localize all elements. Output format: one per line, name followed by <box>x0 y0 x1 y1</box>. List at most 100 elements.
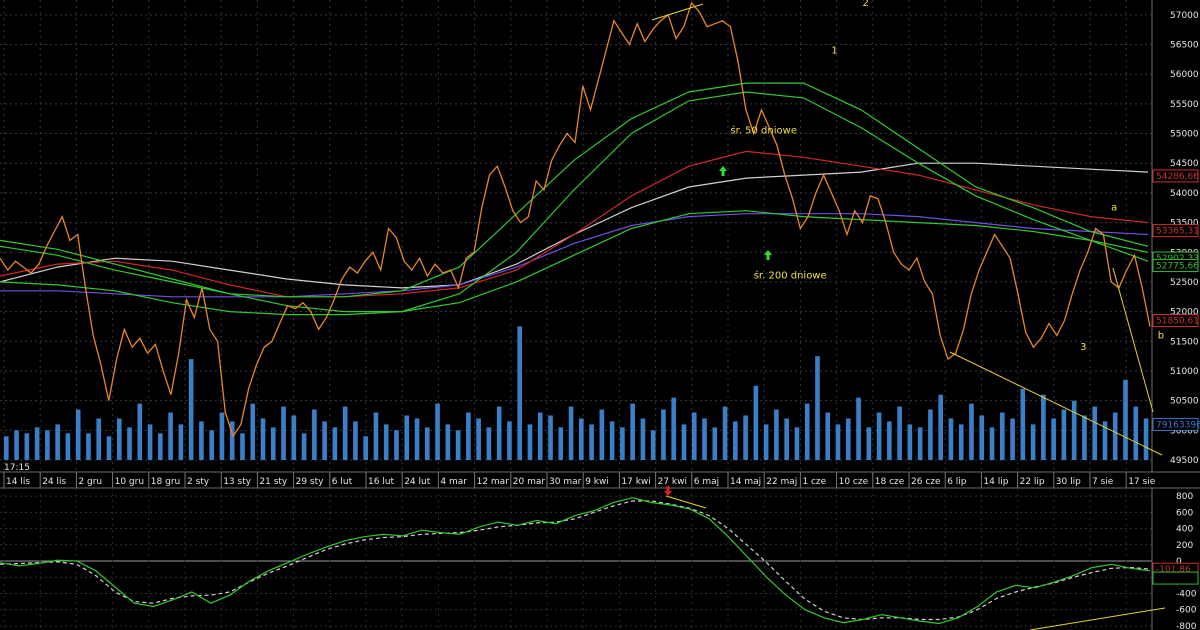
annotation-label: 3 <box>1080 342 1086 353</box>
volume-bar <box>312 409 317 460</box>
volume-bar <box>353 421 358 460</box>
volume-bar <box>1041 394 1046 460</box>
volume-bar <box>1082 415 1087 460</box>
volume-bar <box>609 421 615 460</box>
series-line-sma-50 <box>0 82 1149 298</box>
up-arrow-icon <box>764 250 772 260</box>
x-tick-label: 27 kwi <box>658 477 687 487</box>
value-badge: 54286,66 <box>1156 172 1199 182</box>
osc-y-tick-label: 400 <box>1176 525 1193 535</box>
volume-bar <box>435 403 440 460</box>
volume-bar <box>661 409 666 460</box>
x-tick-label: 24 lis <box>42 477 66 487</box>
volume-bar <box>548 415 553 460</box>
volume-bar <box>476 418 481 460</box>
value-badge: 53365,31 <box>1156 227 1199 237</box>
volume-bar <box>229 421 235 460</box>
volume-bar <box>1071 400 1077 460</box>
x-tick-label: 2 gru <box>78 477 102 487</box>
x-tick-label: 22 maj <box>766 477 797 487</box>
x-tick-label: 6 lut <box>332 477 353 487</box>
annotation-label: 2 <box>863 0 869 9</box>
volume-bar <box>887 421 892 460</box>
y-tick-label: 54500 <box>1170 159 1199 169</box>
volume-bar <box>106 436 112 460</box>
trend-line <box>949 351 1163 456</box>
volume-bar <box>250 403 256 460</box>
volume-bar <box>363 436 368 460</box>
y-tick-label: 53500 <box>1170 219 1199 229</box>
x-tick-label: 22 lip <box>1020 477 1045 487</box>
volume-bar <box>579 418 584 460</box>
x-tick-label: 2 sty <box>187 477 210 487</box>
volume-bar <box>958 424 964 460</box>
x-tick-label: 30 lip <box>1056 477 1081 487</box>
volume-bar <box>14 430 19 460</box>
volume-bar <box>1143 418 1149 460</box>
series-line-sma-50-b <box>0 91 1149 313</box>
volume-bar <box>260 418 266 460</box>
volume-bar <box>158 433 163 460</box>
value-badge-box <box>1152 259 1199 273</box>
value-badge-box <box>1152 314 1199 328</box>
x-tick-label: 30 mar <box>549 477 582 487</box>
volume-bar <box>671 397 677 460</box>
series-line-signal <box>0 500 1151 621</box>
down-arrow-icon <box>664 486 672 496</box>
volume-bar <box>907 424 913 460</box>
x-tick-label: 18 gru <box>151 477 180 487</box>
volume-bar <box>979 415 985 460</box>
volume-bar <box>240 433 245 460</box>
volume-bar <box>1051 418 1056 460</box>
x-tick-label: 14 lis <box>6 477 30 487</box>
y-tick-label: 52500 <box>1170 278 1199 288</box>
x-tick-label: 14 lip <box>983 477 1008 487</box>
osc-y-tick-label: 200 <box>1176 541 1193 551</box>
osc-trend-line <box>1029 607 1166 630</box>
volume-bar <box>917 427 923 460</box>
volume-bar <box>455 430 461 460</box>
volume-bar <box>989 427 995 460</box>
volume-bar <box>404 415 410 460</box>
volume-bar <box>373 412 379 460</box>
volume-bar <box>86 433 91 460</box>
volume-bar <box>188 359 194 460</box>
x-tick-label: 4 mar <box>440 477 467 487</box>
volume-bar <box>753 385 759 460</box>
volume-bar <box>969 403 974 460</box>
x-tick-label: 29 sty <box>296 477 325 487</box>
volume-bar <box>681 424 687 460</box>
volume-bar <box>322 421 327 460</box>
volume-bar <box>948 418 954 460</box>
time-label: 17:15 <box>4 463 30 473</box>
volume-bar <box>332 427 338 460</box>
volume-bar <box>784 418 789 460</box>
annotation-label: śr. 200 dniowe <box>754 269 827 281</box>
x-tick-label: 26 cze <box>911 477 941 487</box>
trend-line <box>1112 267 1154 413</box>
volume-bar <box>589 424 594 460</box>
x-tick-label: 20 mar <box>513 477 546 487</box>
volume-bar <box>496 406 502 460</box>
volume-bar <box>712 427 718 460</box>
volume-bar <box>445 424 451 460</box>
volume-bar <box>794 427 800 460</box>
x-tick-label: 10 cze <box>839 477 869 487</box>
trend-line <box>651 3 704 21</box>
series-line-sma-200 <box>0 210 1149 316</box>
annotation-label: a <box>1111 203 1117 214</box>
volume-bar <box>127 427 132 460</box>
osc-value-badge: -101,86 <box>1156 565 1191 575</box>
y-tick-label: 51000 <box>1170 367 1199 377</box>
y-tick-label: 55000 <box>1170 130 1199 140</box>
osc-value-badge-box <box>1152 571 1199 585</box>
volume-bar <box>876 412 882 460</box>
value-badge-box <box>1152 417 1199 431</box>
volume-bar <box>835 424 841 460</box>
volume-bar <box>1102 421 1108 460</box>
volume-bar <box>815 356 820 460</box>
y-tick-label: 49500 <box>1170 456 1199 466</box>
